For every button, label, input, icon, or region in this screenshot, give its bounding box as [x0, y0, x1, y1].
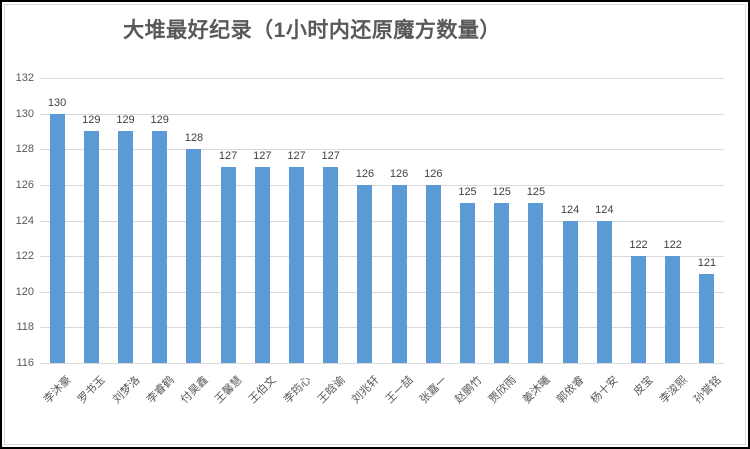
- bar-value-label: 127: [253, 150, 272, 163]
- gridline: [40, 184, 724, 186]
- x-axis-category-label: 张嘉一: [418, 374, 450, 406]
- bar-value-label: 128: [184, 132, 204, 145]
- x-axis-category-label: 孙誉铭: [691, 374, 724, 406]
- bar-value-label: 126: [424, 167, 443, 180]
- bar: [118, 131, 133, 363]
- bar: [631, 256, 646, 363]
- gridline: [40, 220, 724, 222]
- x-axis-category-label: 皮宝: [631, 374, 656, 399]
- bar-value-label: 124: [595, 203, 614, 216]
- x-axis-category-label: 罗书玉: [76, 374, 108, 406]
- x-axis-category-label: 杨十安: [589, 374, 621, 406]
- y-axis-tick-label: 126: [15, 178, 34, 191]
- bar: [596, 220, 612, 363]
- bar-value-label: 130: [47, 96, 67, 109]
- bar: [152, 131, 168, 363]
- bar: [391, 184, 407, 363]
- x-axis: 李沐豪 罗书玉 刘梦洛 李睿鹤 付昊鑫 王馨慧 王伯文 李筠心 王晗谕 刘兆轩 王一喆 张嘉一 赵鹏竹贾…: [40, 368, 724, 447]
- y-axis: 116 118 120 122 124 126 128 130 132: [2, 72, 34, 369]
- x-axis-category-label: 郭依睿: [554, 374, 587, 406]
- bar: [220, 167, 236, 363]
- x-axis-category-label: 李浚熙: [657, 374, 690, 406]
- y-axis-tick-label: 116: [16, 357, 34, 369]
- bar-value-label: 129: [150, 114, 169, 127]
- x-axis-category-label: 王馨慧: [212, 374, 245, 406]
- x-axis-category-label: 李睿鹤: [144, 374, 177, 406]
- bar-value-label: 129: [82, 114, 101, 127]
- y-axis-tick-label: 120: [15, 285, 34, 298]
- bar: [460, 202, 475, 363]
- bar-value-label: 125: [526, 185, 546, 198]
- y-axis-tick-label: 118: [16, 321, 34, 334]
- x-axis-category-label: 刘兆轩: [349, 374, 382, 406]
- x-axis-category-label: 付昊鑫: [178, 374, 211, 406]
- bar-value-label: 122: [663, 239, 682, 252]
- bar: [528, 202, 544, 363]
- gridline: [40, 327, 724, 329]
- chart-title: 大堆最好纪录（1小时内还原魔方数量）: [123, 19, 501, 42]
- bar: [83, 131, 99, 363]
- bar: [49, 113, 65, 363]
- gridline: [40, 256, 724, 258]
- bar: [562, 220, 578, 363]
- bar: [665, 256, 681, 363]
- bar-value-label: 127: [287, 150, 306, 163]
- y-axis-tick-label: 132: [15, 72, 34, 84]
- x-axis-category-label: 刘梦洛: [110, 374, 143, 406]
- bar-value-label: 127: [321, 150, 340, 163]
- bar: [186, 149, 202, 363]
- x-axis-category-label: 李沐豪: [41, 374, 74, 406]
- x-axis-category-label: 王伯文: [247, 374, 279, 406]
- bar: [357, 184, 373, 363]
- x-axis-category-label: 赵鹏竹: [452, 374, 485, 406]
- y-axis-tick-label: 122: [15, 250, 34, 263]
- x-axis-category-label: 王晗谕: [315, 374, 348, 406]
- bar: [254, 167, 270, 363]
- gridline: [40, 78, 724, 79]
- gridline: [40, 113, 724, 115]
- bar: [425, 184, 441, 363]
- bar: [494, 202, 510, 363]
- bar-value-label: 126: [355, 167, 375, 180]
- x-axis-category-label: 姜沐曦: [520, 374, 553, 406]
- gridline: [40, 363, 724, 364]
- bar: [323, 167, 339, 363]
- bar-value-label: 121: [697, 256, 717, 269]
- bar-value-label: 125: [492, 185, 511, 198]
- gridline: [40, 149, 724, 151]
- gridline: [40, 291, 724, 293]
- x-axis-category-label: 王一喆: [383, 374, 416, 406]
- bar-value-label: 122: [629, 239, 648, 252]
- bar: [699, 273, 715, 363]
- plot-area: 130 129 129 129 128 127 127 127 127 126 126 126 125 1…: [40, 78, 724, 364]
- x-axis-category-label: 贾欣雨: [486, 374, 519, 406]
- bar-value-label: 127: [218, 150, 238, 163]
- bar-value-label: 124: [560, 203, 580, 216]
- bar-value-label: 126: [389, 167, 409, 180]
- bar-value-label: 129: [116, 114, 135, 127]
- x-axis-category-label: 李筠心: [281, 374, 314, 406]
- y-axis-tick-label: 128: [15, 143, 34, 156]
- bar-value-label: 125: [458, 185, 477, 198]
- y-axis-tick-label: 130: [15, 107, 34, 120]
- y-axis-tick-label: 124: [15, 214, 34, 227]
- bar: [289, 167, 304, 363]
